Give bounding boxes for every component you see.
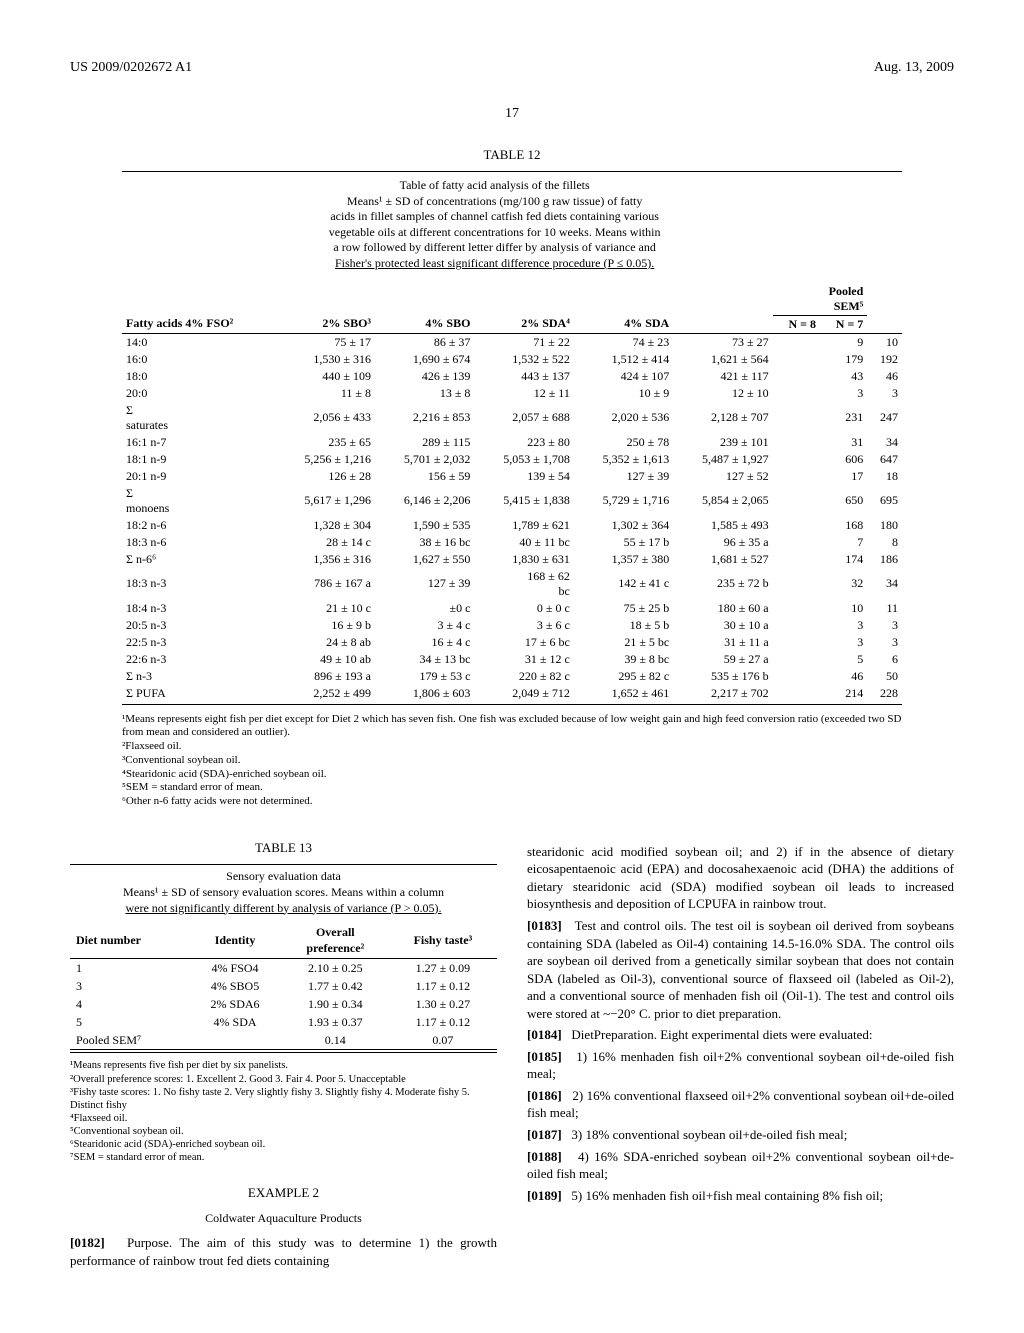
footnote: ⁴Stearidonic acid (SDA)-enriched soybean… (122, 768, 902, 782)
table-row: 18:0440 ± 109426 ± 139443 ± 137424 ± 107… (122, 368, 902, 385)
col-4sbo: 4% SBO (375, 315, 474, 333)
col-2sda: 2% SDA⁴ (474, 315, 573, 333)
publication-number: US 2009/0202672 A1 (70, 60, 192, 76)
table12: Table of fatty acid analysis of the fill… (122, 171, 902, 705)
footnote: ⁶Other n-6 fatty acids were not determin… (122, 795, 902, 809)
col-n8: N = 8 (773, 315, 820, 333)
footnote: ³Conventional soybean oil. (122, 754, 902, 768)
right-intro: stearidonic acid modified soybean oil; a… (527, 843, 954, 913)
footnote: ¹Means represents eight fish per diet ex… (122, 713, 902, 741)
footnote: ²Overall preference scores: 1. Excellent… (70, 1073, 497, 1086)
table-row: 20:5 n-316 ± 9 b3 ± 4 c3 ± 6 c18 ± 5 b30… (122, 617, 902, 634)
table-row: 54% SDA1.93 ± 0.371.17 ± 0.12 (70, 1013, 497, 1031)
table-row: 14% FSO42.10 ± 0.251.27 ± 0.09 (70, 958, 497, 977)
table-row: 20:011 ± 813 ± 812 ± 1110 ± 912 ± 1033 (122, 385, 902, 402)
footnote: ³Fishy taste scores: 1. No fishy taste 2… (70, 1086, 497, 1112)
footnote: ⁵SEM = standard error of mean. (122, 781, 902, 795)
col-n7: N = 7 (820, 315, 867, 333)
table-row: 42% SDA61.90 ± 0.341.30 ± 0.27 (70, 995, 497, 1013)
table-row: 18:4 n-321 ± 10 c±0 c0 ± 0 c75 ± 25 b180… (122, 600, 902, 617)
table13: Sensory evaluation data Means¹ ± SD of s… (70, 864, 497, 1053)
page-number: 17 (70, 106, 954, 122)
table-row: Σ monoens5,617 ± 1,2966,146 ± 2,2065,415… (122, 485, 902, 517)
table13-label: TABLE 13 (70, 839, 497, 857)
table12-caption: Table of fatty acid analysis of the fill… (275, 178, 715, 272)
table12-footnotes: ¹Means represents eight fish per diet ex… (122, 713, 902, 809)
para-0183: [0183] Test and control oils. The test o… (527, 917, 954, 1022)
para-0185: [0185] 1) 16% menhaden fish oil+2% conve… (527, 1048, 954, 1083)
table13-footnotes: ¹Means represents five fish per diet by … (70, 1059, 497, 1164)
t13-col-pref: Overall preference² (282, 923, 389, 958)
table-row: Σ n-6⁶1,356 ± 3161,627 ± 5501,830 ± 6311… (122, 551, 902, 568)
para-0184: [0184] DietPreparation. Eight experiment… (527, 1026, 954, 1044)
table-row: 22:5 n-324 ± 8 ab16 ± 4 c17 ± 6 bc21 ± 5… (122, 634, 902, 651)
footnote: ⁷SEM = standard error of mean. (70, 1151, 497, 1164)
footnote: ¹Means represents five fish per diet by … (70, 1059, 497, 1072)
right-column: stearidonic acid modified soybean oil; a… (527, 839, 954, 1273)
para-0182: [0182] Purpose. The aim of this study wa… (70, 1234, 497, 1269)
t13-col-diet: Diet number (70, 923, 188, 958)
col-4sda: 4% SDA (574, 315, 673, 333)
example-subtitle: Coldwater Aquaculture Products (70, 1210, 497, 1226)
col-fatty-acids: Fatty acids 4% FSO² (122, 315, 276, 333)
para-0186: [0186] 2) 16% conventional flaxseed oil+… (527, 1087, 954, 1122)
table-row: 18:3 n-3786 ± 167 a127 ± 39168 ± 62 bc14… (122, 568, 902, 600)
page-header: US 2009/0202672 A1 Aug. 13, 2009 (70, 60, 954, 76)
table13-caption: Sensory evaluation data Means¹ ± SD of s… (94, 869, 474, 916)
table-row: 22:6 n-349 ± 10 ab34 ± 13 bc31 ± 12 c39 … (122, 651, 902, 668)
footnote: ²Flaxseed oil. (122, 740, 902, 754)
table-row: Σ saturates2,056 ± 4332,216 ± 8532,057 ±… (122, 402, 902, 434)
footnote: ⁵Conventional soybean oil. (70, 1125, 497, 1138)
pooled-header: Pooled SEM⁵ (773, 283, 868, 316)
table-row: 20:1 n-9126 ± 28156 ± 59139 ± 54127 ± 39… (122, 468, 902, 485)
table-row: 18:2 n-61,328 ± 3041,590 ± 5351,789 ± 62… (122, 517, 902, 534)
table-row: Σ PUFA2,252 ± 4991,806 ± 6032,049 ± 7121… (122, 685, 902, 702)
footnote: ⁶Stearidonic acid (SDA)-enriched soybean… (70, 1138, 497, 1151)
table-row: 16:01,530 ± 3161,690 ± 6741,532 ± 5221,5… (122, 351, 902, 368)
table-row: Σ n-3896 ± 193 a179 ± 53 c220 ± 82 c295 … (122, 668, 902, 685)
table-row: 18:1 n-95,256 ± 1,2165,701 ± 2,0325,053 … (122, 451, 902, 468)
table-row: 18:3 n-628 ± 14 c38 ± 16 bc40 ± 11 bc55 … (122, 534, 902, 551)
example-title: EXAMPLE 2 (70, 1184, 497, 1202)
para-0188: [0188] 4) 16% SDA-enriched soybean oil+2… (527, 1148, 954, 1183)
table-row: 14:075 ± 1786 ± 3771 ± 2274 ± 2373 ± 279… (122, 333, 902, 351)
col-2sbo: 2% SBO³ (276, 315, 375, 333)
table-row: 34% SBO51.77 ± 0.421.17 ± 0.12 (70, 977, 497, 995)
t13-col-identity: Identity (188, 923, 282, 958)
para-0189: [0189] 5) 16% menhaden fish oil+fish mea… (527, 1187, 954, 1205)
table-row: 16:1 n-7235 ± 65289 ± 115223 ± 80250 ± 7… (122, 434, 902, 451)
publication-date: Aug. 13, 2009 (874, 60, 954, 76)
left-column: TABLE 13 Sensory evaluation data Means¹ … (70, 839, 497, 1273)
footnote: ⁴Flaxseed oil. (70, 1112, 497, 1125)
table12-label: TABLE 12 (70, 147, 954, 163)
para-0187: [0187] 3) 18% conventional soybean oil+d… (527, 1126, 954, 1144)
t13-col-fishy: Fishy taste³ (389, 923, 497, 958)
table-row: Pooled SEM⁷0.140.07 (70, 1031, 497, 1050)
